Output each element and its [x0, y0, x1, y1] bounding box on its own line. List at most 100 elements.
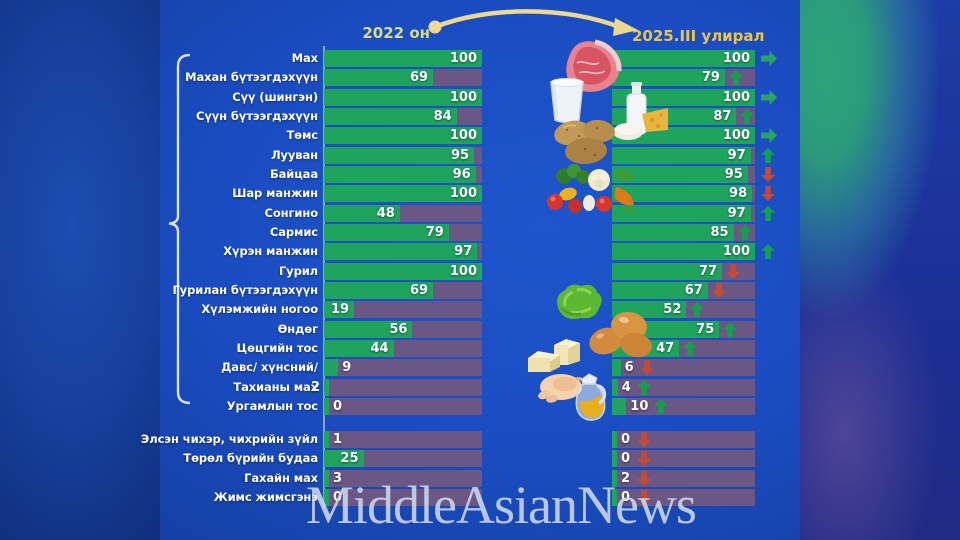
trend-down-icon — [711, 282, 726, 298]
bar-fill — [612, 262, 723, 280]
category-label: Төрөл бүрийн будаа — [183, 451, 318, 466]
bar-fill — [612, 243, 755, 261]
left-blur-background — [0, 0, 160, 540]
bar-value: 77 — [699, 263, 718, 279]
bar-fill — [324, 185, 482, 203]
bar-value: 1 — [333, 432, 343, 447]
bar-2025: 100 — [612, 88, 777, 106]
trend-up-icon — [740, 108, 755, 124]
bar-fill — [324, 397, 329, 415]
bar-value: 4 — [621, 379, 631, 395]
bar-value: 100 — [722, 244, 750, 260]
bar-value: 84 — [433, 108, 452, 124]
category-label: Сармис — [269, 224, 318, 239]
bar-value: 52 — [663, 302, 682, 318]
bar-2022: 3 — [324, 469, 482, 487]
bar-value: 44 — [370, 340, 389, 356]
bar-fill — [612, 88, 755, 106]
bar-2025: 98 — [612, 185, 775, 203]
eggs-image — [589, 311, 652, 358]
bar-value: 87 — [713, 108, 732, 124]
bar-value: 98 — [729, 186, 748, 202]
bar-value: 10 — [630, 398, 649, 414]
bar-2025: 85 — [612, 223, 755, 241]
category-label: Тахианы мах — [233, 379, 318, 394]
bar-2022: 2 — [311, 378, 482, 396]
bar-fill — [324, 378, 329, 396]
bar-2025: 100 — [612, 50, 777, 67]
category-label: Мах — [291, 51, 318, 65]
bar-fill — [324, 359, 339, 377]
trend-same-icon — [761, 128, 777, 144]
bar-value: 0 — [333, 398, 343, 414]
bar-fill — [612, 378, 618, 396]
bar-value: 0 — [621, 451, 631, 467]
butter-image — [528, 339, 580, 372]
bar-value: 56 — [389, 321, 408, 337]
trend-up-icon — [761, 205, 775, 221]
trend-down-icon — [636, 432, 651, 447]
bar-2022: 0 — [324, 397, 482, 415]
bar-value: 100 — [449, 128, 477, 144]
category-label: Сонгино — [264, 205, 319, 220]
bar-fill — [324, 146, 475, 164]
bar-fill — [324, 204, 400, 222]
trend-down-icon — [761, 166, 775, 182]
watermark-text: MiddleAsianNews — [306, 475, 697, 535]
bar-2022: 48 — [324, 204, 482, 222]
trend-up-icon — [723, 321, 738, 337]
category-label: Өндөг — [277, 321, 319, 336]
bar-2025: 100 — [612, 243, 775, 261]
category-label: Махан бүтээгдэхүүн — [185, 70, 318, 85]
bar-2025: 67 — [612, 281, 755, 299]
bar-2022: 25 — [324, 450, 482, 468]
bar-value: 79 — [425, 224, 444, 240]
trend-same-icon — [761, 89, 777, 105]
bar-2025: 95 — [612, 165, 775, 183]
category-label: Шар манжин — [232, 186, 318, 201]
category-label: Хүрэн манжин — [223, 244, 318, 259]
bar-value: 6 — [624, 360, 634, 376]
bar-2025: 0 — [612, 450, 755, 468]
bar-2025: 77 — [612, 262, 755, 280]
bar-2025: 0 — [612, 488, 755, 506]
bar-fill — [324, 243, 478, 261]
trend-down-icon — [761, 186, 775, 202]
bar-2022: 9 — [324, 359, 482, 377]
bar-2022: 84 — [324, 107, 482, 125]
bar-value: 19 — [330, 302, 350, 318]
bar-2025: 97 — [612, 146, 775, 164]
bar-fill — [324, 88, 482, 106]
category-label: Сүү (шингэн) — [232, 89, 318, 104]
bar-value: 100 — [722, 89, 750, 105]
bar-value: 97 — [727, 205, 746, 221]
vegetables-image — [547, 164, 637, 213]
category-label: Цөцгийн тос — [236, 340, 319, 355]
category-label: Сүүн бүтээгдэхүүн — [196, 108, 318, 123]
bar-value: 69 — [409, 70, 429, 86]
bar-fill — [612, 223, 734, 241]
bar-fill — [612, 431, 617, 448]
bar-2025: 10 — [612, 397, 755, 415]
category-label: Гурил — [278, 263, 318, 278]
bar-value: 85 — [710, 224, 729, 240]
trend-same-icon — [761, 51, 777, 66]
bar-2022: 79 — [324, 223, 482, 241]
bar-value: 100 — [449, 89, 477, 105]
bar-fill — [612, 146, 751, 164]
bar-value: 95 — [724, 166, 743, 182]
bar-fill — [324, 431, 329, 448]
vegetable-oil-image — [575, 373, 607, 421]
bar-fill — [324, 281, 434, 299]
category-label: Элсэн чихэр, чихрийн зүйл — [140, 432, 318, 446]
group-brace — [168, 53, 191, 405]
bar-fill — [324, 488, 329, 506]
category-label: Лууван — [271, 147, 318, 162]
trend-down-icon — [636, 489, 651, 505]
bar-value: 79 — [701, 70, 720, 86]
bar-fill — [612, 281, 708, 299]
bar-value: 0 — [621, 489, 631, 505]
trend-up-icon — [654, 398, 669, 414]
meat-image — [566, 39, 622, 92]
bar-2022: 44 — [324, 339, 482, 357]
